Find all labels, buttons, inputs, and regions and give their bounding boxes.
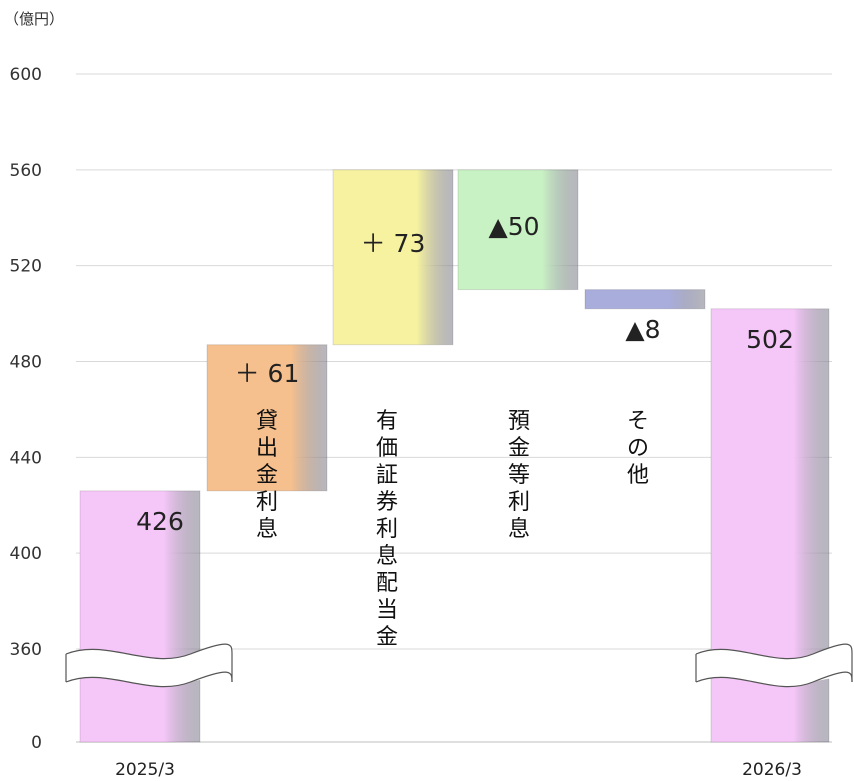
y-tick-label: 480 (10, 353, 42, 373)
y-tick-label: 360 (10, 640, 42, 660)
y-tick-label: 400 (10, 544, 42, 564)
y-tick-label: 440 (10, 448, 42, 468)
data-labels: 426 ＋ 61 ＋ 73 ▲50 ▲8 502 (136, 212, 794, 536)
category-label-start: 2025/3 (115, 760, 175, 780)
axis-break-line (65, 671, 233, 688)
data-label-securities: ＋ 73 (361, 229, 426, 258)
data-label-deposit: ▲50 (488, 212, 539, 241)
data-label-end: 502 (746, 325, 794, 354)
category-label-deposit: 預金等利息 (508, 409, 530, 542)
data-label-start: 426 (136, 507, 184, 536)
axis-breaks (65, 643, 853, 688)
category-label-securities: 有価証券利息配当金 (376, 409, 398, 650)
data-label-loan: ＋ 61 (235, 359, 300, 388)
bar-other (584, 289, 706, 310)
bar-securities (332, 169, 454, 346)
y-tick-label: 600 (10, 65, 42, 85)
y-axis: 0 360 400 440 480 520 560 600 (10, 65, 42, 753)
data-label-other: ▲8 (625, 315, 660, 344)
category-labels: 2025/3 貸出金利息 有価証券利息配当金 預金等利息 その他 2026/3 (115, 409, 802, 780)
category-label-other: その他 (627, 409, 649, 488)
axis-break-fill (696, 644, 852, 687)
category-label-end: 2026/3 (742, 760, 802, 780)
unit-label: （億円） (4, 10, 64, 28)
gridlines (76, 73, 832, 743)
bar-start (79, 490, 201, 743)
y-tick-label: 0 (31, 733, 42, 753)
axis-break-fill (66, 644, 232, 687)
category-label-loan: 貸出金利息 (256, 409, 278, 542)
y-tick-label: 520 (10, 257, 42, 277)
bar-loan (206, 344, 328, 492)
y-tick-label: 560 (10, 161, 42, 181)
bar-deposit (457, 169, 579, 291)
axis-break-line (695, 643, 853, 660)
axis-break-line (695, 671, 853, 688)
axis-break-line (65, 643, 233, 660)
